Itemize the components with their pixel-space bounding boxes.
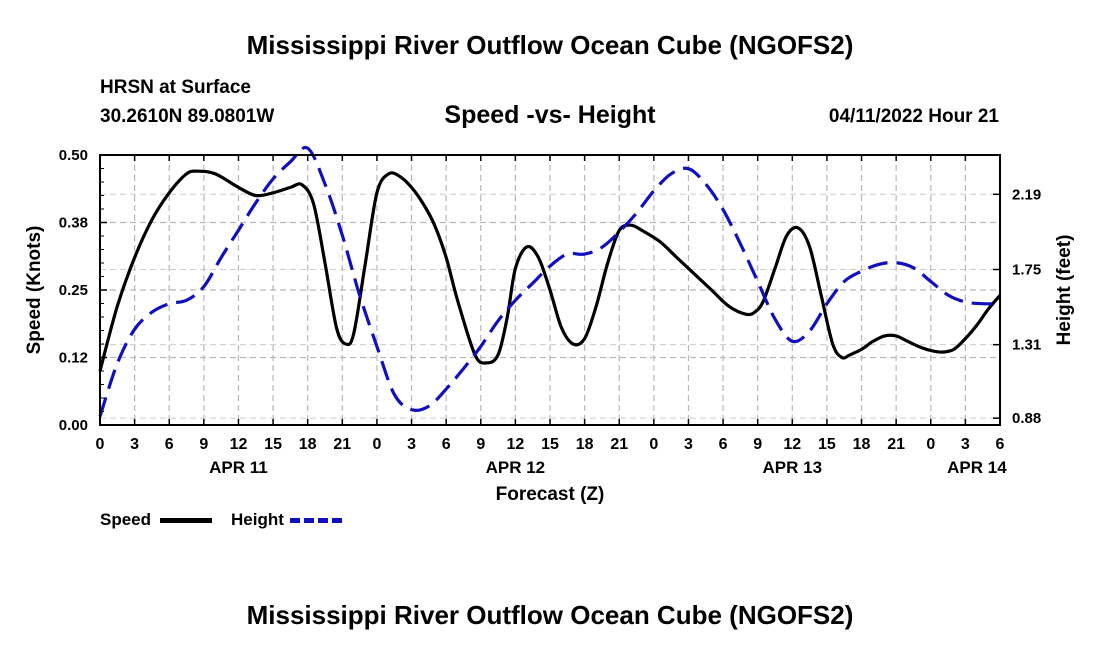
y2-tick-label: 0.88 — [1012, 410, 1041, 427]
x-tick-label: 6 — [442, 436, 451, 453]
date-label: APR 13 — [763, 458, 823, 477]
grid-layer — [100, 154, 1000, 425]
y-tick-label: 0.38 — [59, 215, 88, 232]
x-tick-label: 18 — [576, 436, 594, 453]
x-tick-label: 18 — [299, 436, 317, 453]
x-tick-label: 18 — [853, 436, 871, 453]
chart-main-title: Mississippi River Outflow Ocean Cube (NG… — [246, 30, 854, 60]
station-name: HRSN at Surface — [100, 77, 251, 98]
x-tick-label: 21 — [333, 436, 351, 453]
height-series-line — [98, 145, 1001, 417]
next-chart-title: Mississippi River Outflow Ocean Cube (NG… — [246, 600, 854, 630]
y-tick-label: 0.50 — [59, 147, 88, 164]
legend-speed-swatch — [160, 518, 212, 523]
y2-tick-label: 1.31 — [1012, 337, 1041, 354]
x-tick-label: 12 — [506, 436, 524, 453]
legend-speed-label: Speed — [100, 510, 152, 529]
x-tick-label: 12 — [230, 436, 248, 453]
x-tick-label: 6 — [719, 436, 728, 453]
x-axis-label: Forecast (Z) — [496, 484, 605, 505]
y2-axis-label: Height (feet) — [1054, 235, 1075, 346]
y-tick-label: 0.00 — [59, 417, 88, 434]
x-tick-label: 15 — [264, 436, 282, 453]
y2-tick-label: 2.19 — [1012, 186, 1041, 203]
y-tick-label: 0.25 — [59, 282, 88, 299]
date-label: APR 14 — [947, 458, 1007, 477]
x-tick-label: 3 — [407, 436, 416, 453]
y2-tick-label: 1.75 — [1012, 261, 1041, 278]
forecast-datetime: 04/11/2022 Hour 21 — [828, 106, 999, 127]
speed-series-line — [98, 169, 1002, 372]
axis-layer: 0 3 6 9 12 15 18 21 0 3 6 9 12 15 18 21 0 3 6 9 12 15 18 21 0 3 60… — [59, 147, 1041, 477]
series-layer — [98, 145, 1002, 417]
y-tick-label: 0.12 — [59, 350, 88, 367]
x-tick-label: 9 — [753, 436, 762, 453]
y-axis-label: Speed (Knots) — [24, 226, 45, 355]
x-tick-label: 9 — [476, 436, 485, 453]
x-tick-label: 0 — [649, 436, 658, 453]
chart-subtitle: Speed -vs- Height — [444, 101, 656, 129]
date-label: APR 12 — [486, 458, 546, 477]
station-coordinates: 30.2610N 89.0801W — [100, 106, 275, 127]
x-tick-label: 3 — [961, 436, 970, 453]
date-label: APR 11 — [209, 458, 268, 477]
x-tick-label: 12 — [783, 436, 801, 453]
x-tick-label: 6 — [996, 436, 1005, 453]
x-tick-label: 0 — [96, 436, 105, 453]
x-tick-label: 9 — [199, 436, 208, 453]
x-tick-label: 21 — [887, 436, 905, 453]
legend-height-swatch — [290, 518, 342, 523]
legend-height-label: Height — [231, 510, 284, 529]
x-tick-label: 0 — [372, 436, 381, 453]
x-tick-label: 6 — [165, 436, 174, 453]
x-tick-label: 15 — [818, 436, 836, 453]
x-tick-label: 15 — [541, 436, 559, 453]
x-tick-label: 0 — [926, 436, 935, 453]
x-tick-label: 3 — [684, 436, 693, 453]
x-tick-label: 3 — [130, 436, 139, 453]
x-tick-label: 21 — [610, 436, 628, 453]
